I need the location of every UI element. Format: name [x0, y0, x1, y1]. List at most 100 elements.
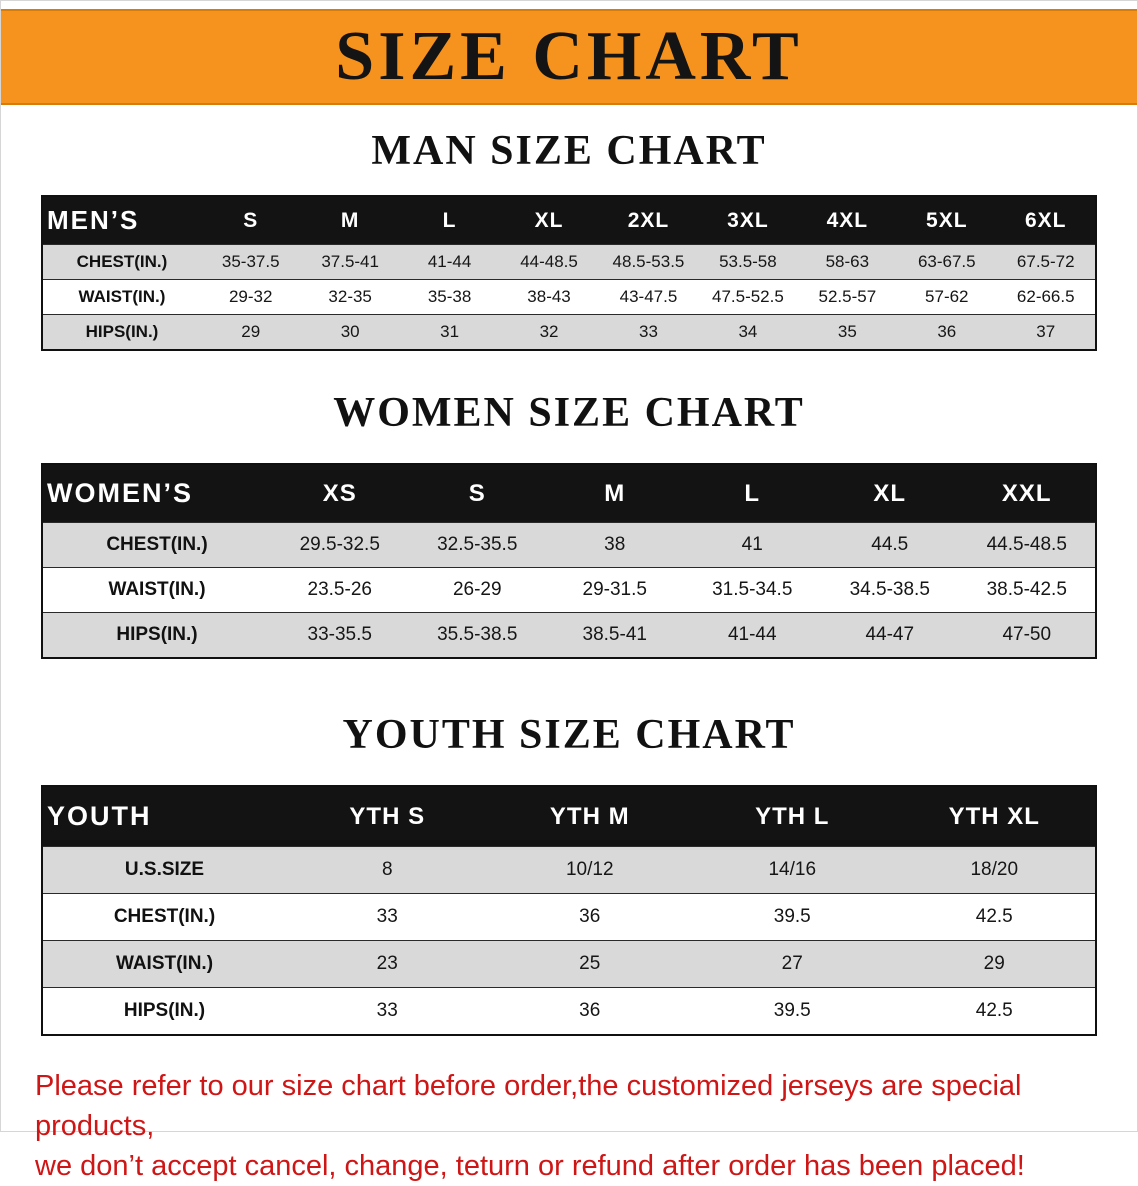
size-value-cell: 29 — [241, 322, 261, 341]
size-column-header: YTH M — [549, 802, 630, 830]
size-column-header: L — [442, 208, 457, 232]
table-title-cell: MEN’S — [47, 205, 140, 235]
size-column-header: XS — [322, 479, 357, 507]
size-value-cell: 44-48.5 — [520, 252, 578, 271]
size-value-cell: 43-47.5 — [619, 287, 678, 306]
size-value-cell: 34.5-38.5 — [849, 579, 930, 600]
size-value-cell: 29.5-32.5 — [299, 534, 380, 555]
size-value-cell: 35 — [837, 322, 857, 341]
footer-disclaimer-line-2: we don’t accept cancel, change, teturn o… — [35, 1150, 1025, 1182]
size-value-cell: 35.5-38.5 — [437, 624, 518, 645]
size-column-header: S — [468, 479, 486, 507]
size-column-header: M — [340, 208, 360, 232]
size-chart-page: SIZE CHART MAN SIZE CHART MEN’S S M L XL 2XL 3… — [1, 9, 1137, 1186]
size-value-cell: 32.5-35.5 — [437, 534, 518, 555]
size-value-cell: 32-35 — [328, 287, 372, 306]
measurement-row: HIPS(IN.) 33-35.5 35.5-38.5 38.5-41 41-44 44-… — [42, 612, 1096, 658]
measurement-row: WAIST(IN.) 29-32 32-35 35-38 38-43 43-47.5 47.… — [42, 279, 1096, 315]
size-value-cell: 58-63 — [825, 252, 870, 271]
size-value-cell: 57-62 — [925, 287, 969, 306]
size-column-header: 6XL — [1024, 208, 1067, 232]
table-header-row: YOUTH YTH S YTH M YTH L YTH XL — [42, 786, 1096, 847]
size-value-cell: 47.5-52.5 — [711, 287, 784, 306]
size-value-cell: 42.5 — [975, 906, 1013, 927]
size-value-cell: 63-67.5 — [917, 252, 976, 271]
size-value-cell: 36 — [579, 906, 601, 927]
row-label: U.S.SIZE — [124, 859, 205, 880]
table-title-cell: YOUTH — [47, 801, 152, 831]
size-value-cell: 38.5-41 — [582, 624, 647, 645]
size-value-cell: 33 — [376, 1000, 398, 1021]
size-value-cell: 52.5-57 — [818, 287, 877, 306]
size-table: MEN’S S M L XL 2XL 3XL 4XL 5XL 6XL CHEST(IN.) 35-37… — [41, 195, 1097, 351]
size-value-cell: 33 — [376, 906, 398, 927]
youth-size-table: YOUTH YTH S YTH M YTH L YTH XL U.S.SIZE 8 10/12… — [41, 785, 1097, 1036]
measurement-row: CHEST(IN.) 29.5-32.5 32.5-35.5 38 41 44.5 44.5… — [42, 522, 1096, 568]
size-value-cell: 39.5 — [773, 906, 811, 927]
size-column-header: YTH L — [755, 802, 830, 830]
size-value-cell: 30 — [340, 322, 360, 341]
size-value-cell: 23.5-26 — [307, 579, 372, 600]
size-value-cell: 36 — [579, 1000, 601, 1021]
youth-section-heading: YOUTH SIZE CHART — [342, 712, 796, 758]
size-value-cell: 35-38 — [427, 287, 472, 306]
size-value-cell: 38 — [604, 534, 626, 555]
measurement-row: CHEST(IN.) 35-37.5 37.5-41 41-44 44-48.5 48.5… — [42, 244, 1096, 280]
size-value-cell: 25 — [579, 953, 601, 974]
size-column-header: XL — [873, 479, 907, 507]
row-label: WAIST(IN.) — [108, 579, 206, 600]
size-value-cell: 42.5 — [975, 1000, 1013, 1021]
size-value-cell: 37 — [1036, 322, 1056, 341]
size-value-cell: 10/12 — [565, 859, 614, 880]
size-value-cell: 32 — [539, 322, 559, 341]
measurement-row: HIPS(IN.) 33 36 39.5 42.5 — [42, 987, 1096, 1035]
size-value-cell: 62-66.5 — [1016, 287, 1075, 306]
measurement-row: WAIST(IN.) 23.5-26 26-29 29-31.5 31.5-34.5 34… — [42, 567, 1096, 613]
size-column-header: XL — [534, 208, 564, 232]
size-value-cell: 8 — [381, 859, 393, 880]
size-column-header: 2XL — [627, 208, 670, 232]
measurement-row: CHEST(IN.) 33 36 39.5 42.5 — [42, 893, 1096, 941]
size-value-cell: 14/16 — [768, 859, 817, 880]
size-value-cell: 35-37.5 — [221, 252, 280, 271]
measurement-row: U.S.SIZE 8 10/12 14/16 18/20 — [42, 846, 1096, 894]
size-value-cell: 29-32 — [228, 287, 273, 306]
size-value-cell: 38-43 — [527, 287, 571, 306]
size-column-header: XXL — [1001, 479, 1052, 507]
size-table: YOUTH YTH S YTH M YTH L YTH XL U.S.SIZE 8 10/12… — [41, 785, 1097, 1036]
size-value-cell: 67.5-72 — [1016, 252, 1075, 271]
size-column-header: 3XL — [727, 208, 769, 232]
size-value-cell: 23 — [376, 953, 398, 974]
table-header-row: MEN’S S M L XL 2XL 3XL 4XL 5XL 6XL — [42, 196, 1096, 245]
size-value-cell: 26-29 — [452, 579, 502, 600]
row-label: WAIST(IN.) — [78, 287, 166, 306]
men-size-table: MEN’S S M L XL 2XL 3XL 4XL 5XL 6XL CHEST(IN.) 35-37… — [41, 195, 1097, 351]
row-label: HIPS(IN.) — [85, 322, 159, 341]
size-column-header: S — [243, 208, 259, 232]
size-value-cell: 47-50 — [1002, 624, 1052, 645]
women-section-heading: WOMEN SIZE CHART — [333, 390, 805, 436]
size-value-cell: 41-44 — [727, 624, 777, 645]
row-label: WAIST(IN.) — [115, 953, 214, 974]
size-column-header: YTH S — [349, 802, 426, 830]
banner: SIZE CHART — [1, 9, 1137, 105]
row-label: CHEST(IN.) — [113, 906, 216, 927]
size-value-cell: 31 — [440, 322, 460, 341]
size-value-cell: 29-31.5 — [582, 579, 647, 600]
size-value-cell: 48.5-53.5 — [612, 252, 685, 271]
footer-disclaimer: Please refer to our size chart before or… — [1, 1066, 1137, 1186]
size-value-cell: 41 — [741, 534, 763, 555]
size-column-header: L — [744, 479, 761, 507]
size-value-cell: 36 — [937, 322, 957, 341]
size-value-cell: 53.5-58 — [719, 252, 777, 271]
size-column-header: 5XL — [926, 208, 968, 232]
row-label: CHEST(IN.) — [76, 252, 168, 271]
size-value-cell: 18/20 — [970, 859, 1019, 880]
table-title-cell: WOMEN’S — [47, 478, 193, 508]
size-value-cell: 41-44 — [427, 252, 472, 271]
size-value-cell: 33 — [639, 322, 658, 341]
size-value-cell: 29 — [983, 953, 1005, 974]
women-size-table: WOMEN’S XS S M L XL XXL CHEST(IN.) 29.5-32.5 32.5… — [41, 463, 1097, 659]
size-value-cell: 38.5-42.5 — [986, 579, 1067, 600]
footer-disclaimer-line-1: Please refer to our size chart before or… — [35, 1070, 1022, 1142]
